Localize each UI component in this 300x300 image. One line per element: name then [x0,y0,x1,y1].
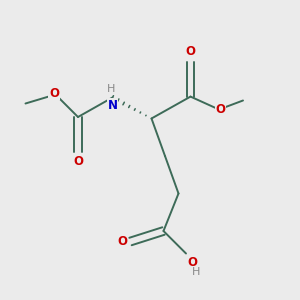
Text: N: N [107,99,118,112]
Text: O: O [49,86,59,100]
Text: O: O [215,103,226,116]
Text: H: H [107,85,115,94]
Text: O: O [73,155,83,168]
Text: O: O [118,235,128,248]
Text: O: O [188,256,197,269]
Text: O: O [185,45,196,58]
Text: H: H [192,267,201,277]
